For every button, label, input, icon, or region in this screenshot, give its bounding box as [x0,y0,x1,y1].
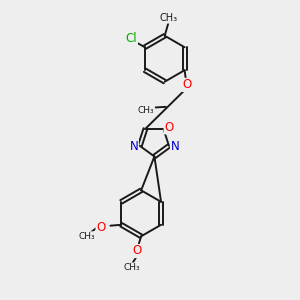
Text: O: O [133,244,142,257]
Text: N: N [130,140,138,153]
Text: CH₃: CH₃ [123,263,140,272]
Text: CH₃: CH₃ [160,13,178,23]
Text: N: N [170,140,179,153]
Text: CH₃: CH₃ [138,106,154,115]
Text: O: O [164,121,173,134]
Text: Cl: Cl [126,32,137,46]
Text: O: O [182,78,191,92]
Text: O: O [96,221,105,234]
Text: CH₃: CH₃ [79,232,95,241]
